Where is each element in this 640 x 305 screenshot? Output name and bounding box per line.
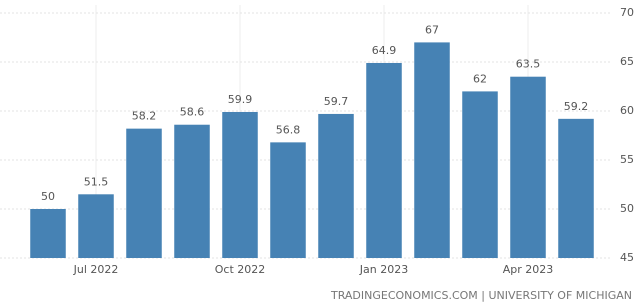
value-label: 59.7 — [324, 95, 349, 108]
y-tick-label: 60 — [620, 104, 634, 117]
bar — [366, 62, 402, 259]
value-label: 50 — [41, 190, 55, 203]
bar — [558, 118, 594, 258]
value-label: 51.5 — [84, 175, 109, 188]
source: TRADINGECONOMICS.COM | UNIVERSITY OF MIC… — [330, 289, 632, 302]
bar — [318, 113, 354, 258]
value-label: 58.6 — [180, 106, 205, 119]
x-tick-label: Oct 2022 — [215, 263, 266, 276]
value-label: 58.2 — [132, 110, 157, 123]
bar — [222, 111, 258, 258]
bar — [462, 91, 498, 259]
value-label: 62 — [473, 72, 487, 85]
y-tick-label: 65 — [620, 55, 634, 68]
value-label: 67 — [425, 23, 439, 36]
value-label: 64.9 — [372, 44, 397, 57]
y-tick-label: 50 — [620, 202, 634, 215]
value-label: 63.5 — [516, 58, 541, 71]
x-tick-label: Jan 2023 — [359, 263, 408, 276]
y-tick-label: 55 — [620, 153, 634, 166]
bar — [174, 124, 210, 258]
bar — [78, 194, 114, 258]
y-tick-label: 45 — [620, 251, 634, 264]
bar — [126, 128, 162, 258]
value-label: 59.2 — [564, 100, 589, 113]
x-tick-label: Jul 2022 — [73, 263, 119, 276]
bar — [30, 209, 66, 258]
bar — [270, 142, 306, 258]
y-tick-label: 70 — [620, 6, 634, 19]
bar — [414, 42, 450, 259]
value-label: 59.9 — [228, 93, 253, 106]
bar — [510, 76, 546, 258]
x-tick-label: Apr 2023 — [503, 263, 554, 276]
value-label: 56.8 — [276, 123, 301, 136]
